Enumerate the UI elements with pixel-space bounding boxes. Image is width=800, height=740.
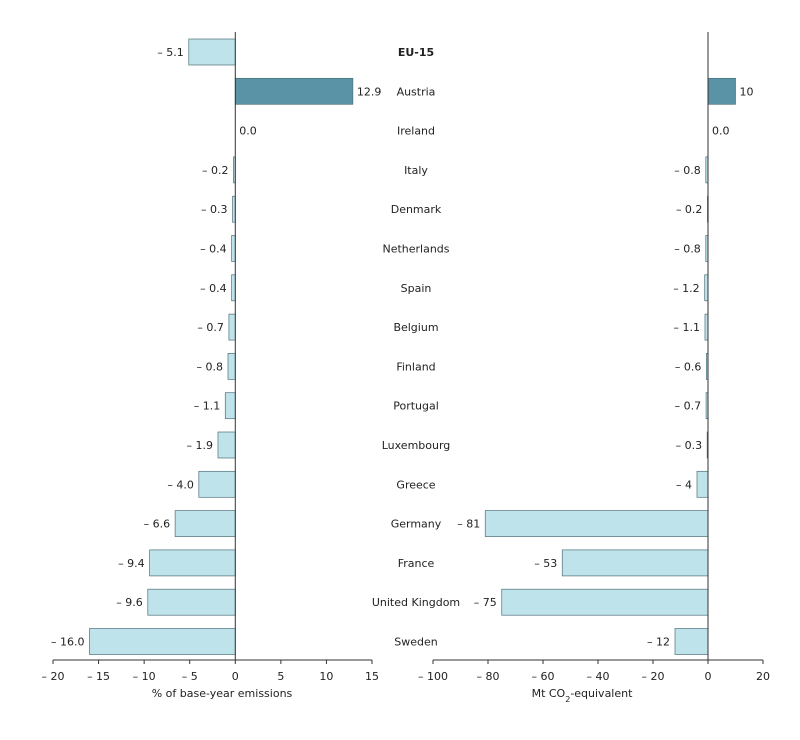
chart2-x-tick-label-4: – 20 <box>642 670 665 683</box>
chart1-value-label-1: 12.9 <box>357 85 382 98</box>
chart1-value-label-0: – 5.1 <box>157 46 184 59</box>
chart2-x-axis-label: Mt CO2-equivalent <box>532 687 634 704</box>
chart1-bar-11 <box>198 470 236 498</box>
chart1-bar-12 <box>174 510 236 537</box>
chart2-value-label-14: – 75 <box>474 596 497 609</box>
chart2-value-label-7: – 1.1 <box>673 321 700 334</box>
chart1-value-label-5: – 0.4 <box>200 243 227 256</box>
chart2-x-tick-label-5: 0 <box>705 670 712 683</box>
chart1-value-label-14: – 9.6 <box>116 596 143 609</box>
chart2-value-label-15: – 12 <box>647 636 670 649</box>
chart2-x-tick-label-3: – 40 <box>587 670 610 683</box>
chart1-bar-6 <box>231 274 236 302</box>
chart2-value-label-10: – 0.3 <box>676 439 703 452</box>
category-label-10: Luxembourg <box>382 439 451 452</box>
category-label-5: Netherlands <box>382 243 449 256</box>
chart1-value-label-12: – 6.6 <box>144 518 171 531</box>
category-label-14: United Kingdom <box>372 596 460 609</box>
chart1-value-label-13: – 9.4 <box>118 557 145 570</box>
category-label-7: Belgium <box>393 321 438 334</box>
category-label-2: Ireland <box>397 125 435 138</box>
chart1-value-label-8: – 0.8 <box>196 360 223 373</box>
chart2-value-label-3: – 0.8 <box>674 164 701 177</box>
chart1-value-label-10: – 1.9 <box>186 439 213 452</box>
chart2-value-label-13: – 53 <box>534 557 557 570</box>
chart1-bar-10 <box>217 431 236 459</box>
chart1-value-label-7: – 0.7 <box>197 321 224 334</box>
chart2-value-label-6: – 1.2 <box>673 282 700 295</box>
chart1-value-label-3: – 0.2 <box>202 164 229 177</box>
chart1-bar-5 <box>231 235 236 262</box>
chart2-x-tick-label-1: – 80 <box>477 670 500 683</box>
chart1-value-label-6: – 0.4 <box>200 282 227 295</box>
category-label-3: Italy <box>404 164 428 177</box>
chart2-x-tick-label-6: 20 <box>756 670 770 683</box>
category-label-13: France <box>398 557 435 570</box>
chart1-x-tick-label-2: – 10 <box>133 670 156 683</box>
chart2-bar-13 <box>561 549 709 577</box>
category-label-8: Finland <box>396 360 435 373</box>
category-label-9: Portugal <box>393 400 439 413</box>
chart2-value-label-2: 0.0 <box>712 125 730 138</box>
chart1-x-tick-label-0: – 20 <box>42 670 65 683</box>
chart1-bar-9 <box>224 392 236 420</box>
category-label-15: Sweden <box>394 636 437 649</box>
chart1-bar-0 <box>188 38 236 66</box>
chart2-value-label-11: – 4 <box>676 478 692 491</box>
category-label-4: Denmark <box>391 203 442 216</box>
category-label-11: Greece <box>396 478 435 491</box>
chart2-value-label-1: 10 <box>740 85 754 98</box>
chart2-bar-1 <box>707 77 736 105</box>
chart1-x-axis-label: % of base-year emissions <box>152 687 293 700</box>
chart1-value-label-11: – 4.0 <box>167 478 194 491</box>
category-label-12: Germany <box>391 518 442 531</box>
chart2-bar-15 <box>674 628 709 655</box>
chart1-x-tick-label-5: 5 <box>277 670 284 683</box>
chart1-bar-8 <box>227 353 236 380</box>
chart1-bar-13 <box>149 549 236 577</box>
chart1-value-label-15: – 16.0 <box>51 636 85 649</box>
chart1-bar-1 <box>234 77 354 105</box>
chart1-bar-14 <box>147 588 236 616</box>
chart2-bar-12 <box>484 510 709 537</box>
chart2-value-label-9: – 0.7 <box>675 400 702 413</box>
chart2-value-label-5: – 0.8 <box>674 243 701 256</box>
category-label-1: Austria <box>397 85 436 98</box>
chart1-value-label-2: 0.0 <box>239 125 256 138</box>
category-label-6: Spain <box>401 282 432 295</box>
chart1-x-tick-label-6: 10 <box>319 670 333 683</box>
chart1-x-tick-label-3: – 5 <box>182 670 198 683</box>
chart1-bar-15 <box>89 628 236 655</box>
chart1-x-tick-label-7: 15 <box>365 670 379 683</box>
category-label-0: EU-15 <box>398 46 434 59</box>
chart1-value-label-9: – 1.1 <box>194 400 221 413</box>
chart1-x-tick-label-1: – 15 <box>87 670 110 683</box>
chart2-value-label-8: – 0.6 <box>675 360 702 373</box>
chart2-x-tick-label-0: – 100 <box>418 670 448 683</box>
chart2-value-label-12: – 81 <box>457 518 480 531</box>
chart2-bar-14 <box>501 588 709 616</box>
chart2-value-label-4: – 0.2 <box>676 203 703 216</box>
chart1-bar-7 <box>228 313 236 341</box>
chart1-value-label-4: – 0.3 <box>201 203 228 216</box>
chart2-x-tick-label-2: – 60 <box>532 670 555 683</box>
chart1-x-tick-label-4: 0 <box>232 670 239 683</box>
chart2-bar-11 <box>696 470 709 498</box>
